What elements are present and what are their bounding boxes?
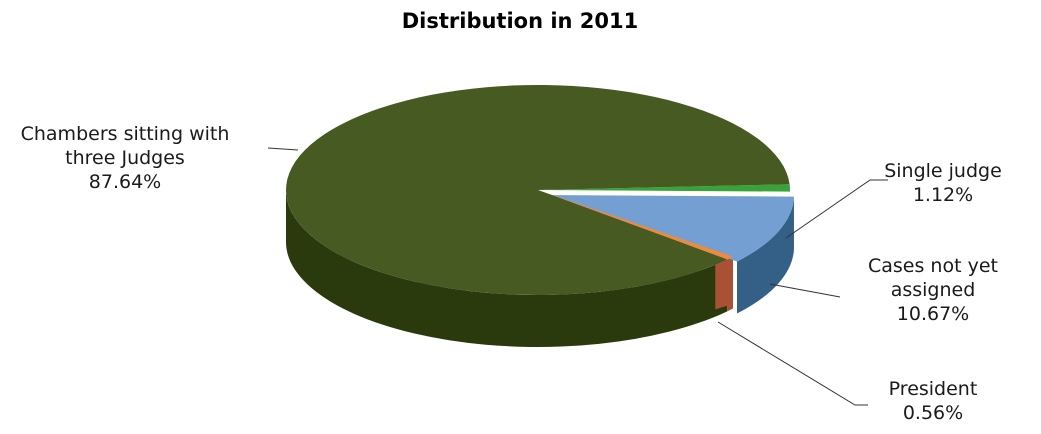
slice-chambers-sitting-with-three-judges — [286, 85, 790, 295]
slice-face-president — [715, 259, 729, 310]
slice-value-president: 0.56% — [903, 402, 963, 424]
chart-title: Distribution in 2011 — [402, 9, 639, 33]
leader-line-chambers-sitting-with-three-judges — [267, 147, 299, 151]
leader-line-president — [717, 321, 868, 406]
slice-label-president: President — [889, 378, 978, 400]
slice-value-cases-not-yet-assigned: 10.67% — [897, 303, 969, 325]
slice-label-cases-not-yet-assigned: Cases not yet — [868, 255, 998, 277]
slice-value-chambers-sitting-with-three-judges: 87.64% — [89, 171, 161, 193]
slice-label-chambers-sitting-with-three-judges: Chambers sitting with — [21, 123, 230, 145]
slice-single-judge — [538, 184, 790, 192]
leader-line-single-judge — [785, 179, 888, 239]
leader-line-cases-not-yet-assigned — [769, 283, 841, 298]
slice-cases-not-yet-assigned — [542, 195, 794, 262]
slice-label-cases-not-yet-assigned: assigned — [891, 279, 976, 301]
slice-side-cases-not-yet-assigned — [737, 196, 794, 314]
slice-president — [538, 190, 734, 260]
slice-label-single-judge: Single judge — [884, 160, 1002, 182]
slice-side-president — [727, 256, 734, 312]
slice-label-chambers-sitting-with-three-judges: three Judges — [65, 147, 185, 169]
slice-side-chambers-sitting-with-three-judges — [286, 190, 728, 348]
slice-value-single-judge: 1.12% — [913, 184, 973, 206]
